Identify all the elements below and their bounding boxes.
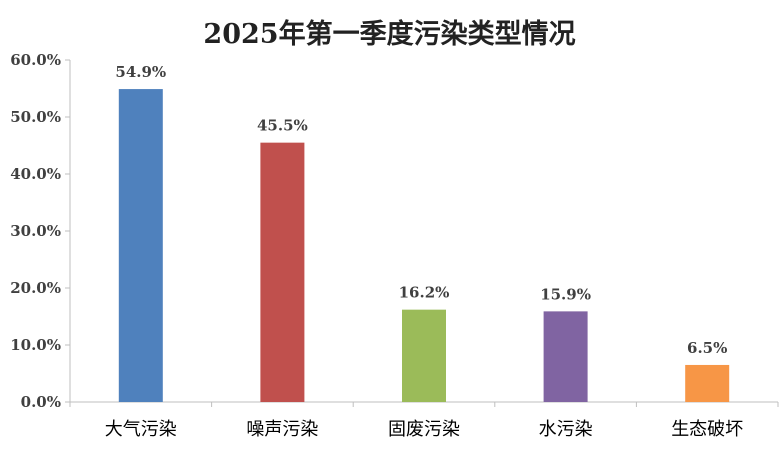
bar-4 [543, 311, 588, 402]
data-label: 54.9% [115, 63, 166, 81]
y-tick-label: 30.0% [10, 222, 61, 240]
data-label: 45.5% [257, 117, 308, 135]
bar-5 [685, 364, 730, 402]
data-label: 16.2% [399, 284, 450, 302]
chart-title: 2025年第一季度污染类型情况 [203, 19, 576, 50]
y-tick-label: 40.0% [10, 165, 61, 183]
x-tick-label: 水污染 [539, 419, 593, 440]
y-tick-label: 10.0% [10, 336, 61, 354]
y-tick-label: 50.0% [10, 108, 61, 126]
data-label: 15.9% [540, 285, 591, 303]
x-tick-label: 固废污染 [388, 419, 460, 440]
data-label: 6.5% [687, 339, 727, 357]
bar-2 [260, 142, 305, 402]
bar-1 [118, 89, 163, 402]
x-tick-label: 大气污染 [105, 419, 177, 440]
x-tick-label: 噪声污染 [246, 419, 318, 440]
bar-3 [402, 309, 446, 402]
y-tick-label: 60.0% [10, 51, 61, 69]
y-tick-label: 20.0% [10, 279, 61, 297]
x-tick-label: 生态破坏 [671, 419, 743, 440]
y-tick-label: 0.0% [21, 393, 61, 411]
